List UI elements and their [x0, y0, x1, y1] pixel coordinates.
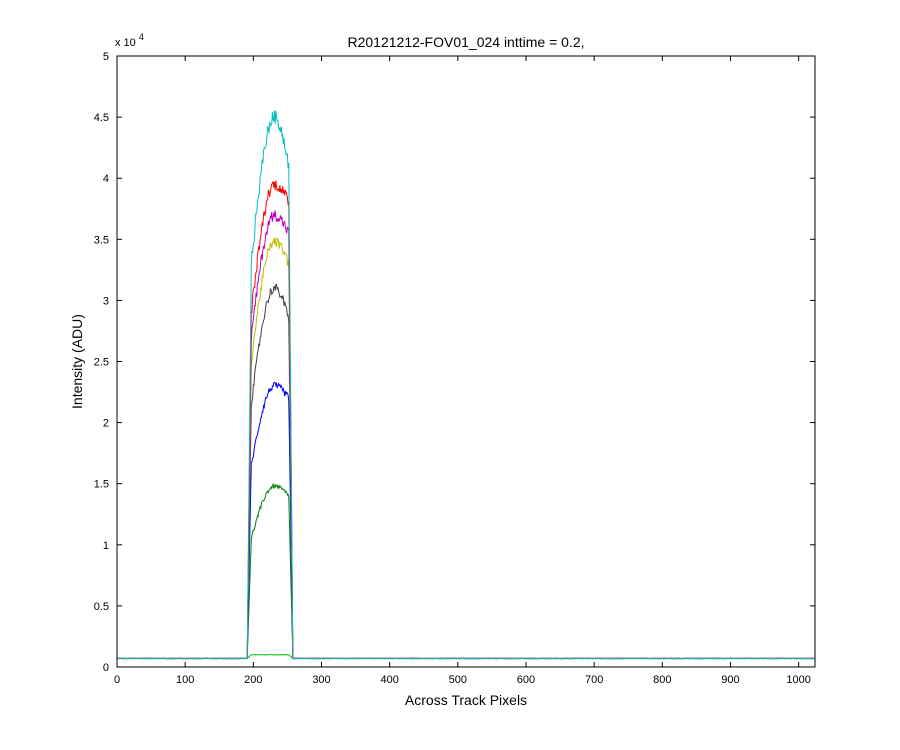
x-tick-label: 900: [721, 674, 739, 686]
x-tick-label: 0: [114, 674, 120, 686]
y-tick-label: 3: [103, 295, 109, 307]
x-tick-label: 100: [176, 674, 194, 686]
y-tick-label: 1.5: [94, 479, 109, 491]
y-tick-label: 3.5: [94, 234, 109, 246]
y-tick-label: 0: [103, 662, 109, 674]
series-layer: [117, 110, 815, 660]
ticks-layer: 0 100 200 300 400 500 600 700 800 900 1000 0 0.5 1 1.5…: [94, 51, 815, 686]
y-tick-label: 0.5: [94, 601, 109, 613]
y-tick-label: 2: [103, 418, 109, 430]
y-tick-label: 4: [103, 173, 109, 185]
x-tick-label: 800: [653, 674, 671, 686]
x-tick-label: 700: [585, 674, 603, 686]
x-tick-label: 1000: [786, 674, 810, 686]
x-axis-title: Across Track Pixels: [405, 692, 527, 708]
y-tick-label: 5: [103, 51, 109, 63]
y-exponent-label: x 10 4: [115, 32, 144, 49]
x-tick-label: 500: [449, 674, 467, 686]
x-tick-label: 300: [312, 674, 330, 686]
plot-title: R20121212-FOV01_024 inttime = 0.2,: [348, 34, 585, 50]
x-tick-label: 200: [244, 674, 262, 686]
series-line: [117, 110, 815, 660]
y-exponent-base: x 10: [115, 37, 136, 49]
y-tick-label: 1: [103, 540, 109, 552]
y-exponent-power: 4: [139, 32, 144, 42]
x-tick-label: 600: [517, 674, 535, 686]
y-tick-label: 2.5: [94, 357, 109, 369]
y-axis-title: Intensity (ADU): [69, 314, 85, 409]
x-tick-label: 400: [380, 674, 398, 686]
y-tick-label: 4.5: [94, 112, 109, 124]
